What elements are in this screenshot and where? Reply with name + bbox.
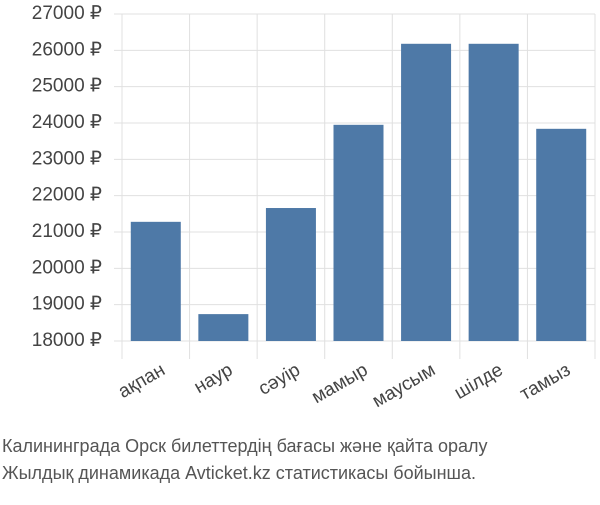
y-tick-label: 18000 ₽ <box>32 330 102 351</box>
x-tick-label: шілде <box>451 359 507 403</box>
bar <box>401 43 452 341</box>
y-tick-label: 21000 ₽ <box>32 221 102 242</box>
caption-line: Калининграда Орск билеттердің бағасы жән… <box>2 436 488 456</box>
y-tick-label: 20000 ₽ <box>32 257 102 278</box>
x-tick-label: наур <box>191 359 237 398</box>
x-tick-label: сәуір <box>255 359 304 399</box>
y-tick-label: 22000 ₽ <box>32 185 102 206</box>
bar <box>198 314 249 341</box>
y-tick-label: 26000 ₽ <box>32 39 102 60</box>
x-tick-label: ақпан <box>115 359 169 402</box>
x-tick-label: мамыр <box>308 359 371 408</box>
x-tick-label: маусым <box>369 359 439 412</box>
caption-line: Жылдық динамикада Avticket.kz статистика… <box>2 463 476 483</box>
x-tick-label: тамыз <box>517 359 575 404</box>
bar <box>265 208 316 341</box>
bar <box>130 221 181 341</box>
bar <box>468 43 519 341</box>
bar <box>333 124 384 341</box>
y-tick-label: 24000 ₽ <box>32 112 102 133</box>
y-tick-label: 19000 ₽ <box>32 294 102 315</box>
bar <box>536 128 587 341</box>
y-tick-label: 23000 ₽ <box>32 148 102 169</box>
y-tick-label: 27000 ₽ <box>32 3 102 24</box>
y-tick-label: 25000 ₽ <box>32 76 102 97</box>
